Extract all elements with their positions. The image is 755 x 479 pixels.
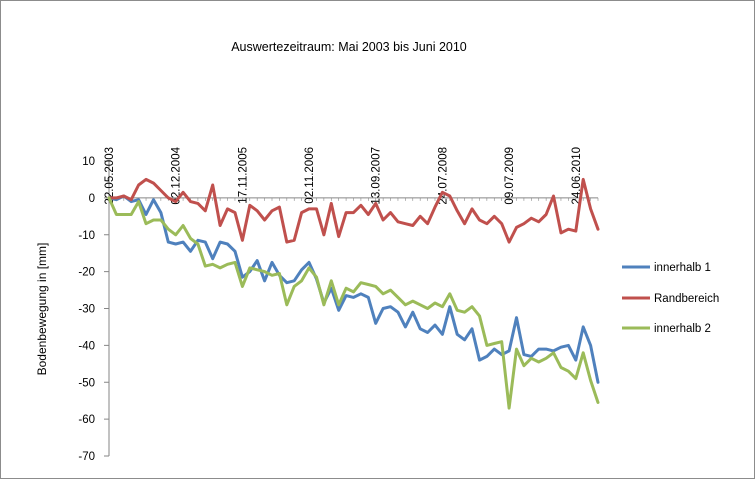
y-tick-label: -40	[78, 340, 95, 352]
legend: innerhalb 1 Randbereich innerhalb 2	[622, 262, 719, 335]
y-axis-label: Bodenbewegung in [mm]	[35, 243, 49, 376]
x-tick-label: 09.07.2009	[504, 147, 516, 205]
legend-label: innerhalb 1	[654, 262, 711, 274]
chart-title: Auswertezeitraum: Mai 2003 bis Juni 2010	[231, 40, 467, 54]
y-tick-label: 10	[82, 156, 95, 168]
y-tick-label: -30	[78, 304, 95, 316]
y-tick-label: -10	[78, 230, 95, 242]
y-tick-label: -20	[78, 267, 95, 279]
x-tick-label: 22.05.2003	[104, 147, 116, 205]
plot-lines	[107, 177, 600, 410]
y-tick-label: 0	[89, 193, 95, 205]
series-line-1	[107, 194, 600, 384]
x-tick-label: 17.11.2005	[237, 147, 249, 204]
x-tick-label: 24.06.2010	[571, 147, 583, 205]
legend-label: Randbereich	[654, 293, 719, 305]
x-tick-label: 02.12.2004	[171, 146, 183, 204]
legend-label: innerhalb 2	[654, 323, 711, 335]
axes: 10 0 -10 -20 -30 -40 -50 -60 -70 22.05.2003 02.12.…	[78, 146, 599, 463]
series-line-3	[107, 196, 600, 410]
y-tick-label: -60	[78, 414, 95, 426]
series-line-2	[107, 177, 600, 244]
x-tick-label: 02.11.2006	[304, 147, 316, 204]
x-tick-label: 13.09.2007	[371, 147, 383, 205]
x-tick-label: 24.07.2008	[437, 147, 449, 205]
y-tick-label: -70	[78, 451, 95, 463]
y-tick-label: -50	[78, 377, 95, 389]
